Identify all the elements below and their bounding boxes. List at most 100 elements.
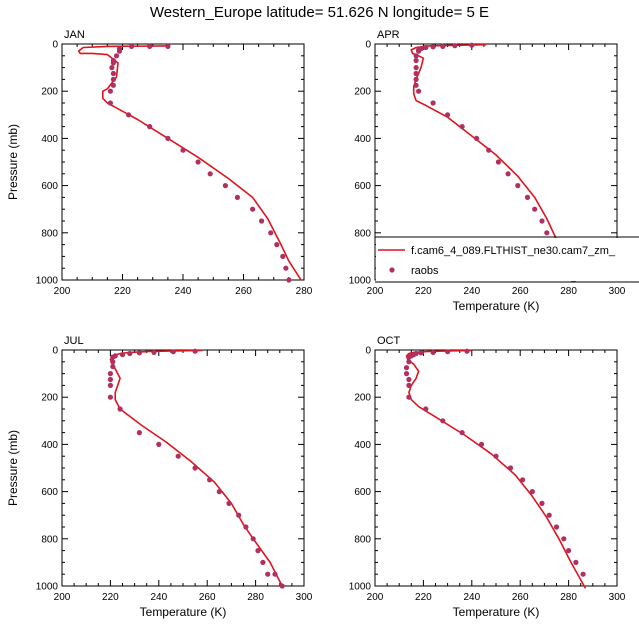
obs-point bbox=[452, 43, 458, 49]
obs-point bbox=[573, 559, 579, 566]
obs-point bbox=[416, 48, 422, 54]
obs-point bbox=[116, 48, 123, 54]
figure-title: Western_Europe latitude= 51.626 N longit… bbox=[150, 4, 489, 21]
obs-point bbox=[136, 350, 142, 356]
obs-point bbox=[192, 465, 198, 471]
obs-point bbox=[195, 159, 201, 165]
x-tick-label: 260 bbox=[235, 286, 252, 297]
x-tick-label: 200 bbox=[54, 592, 71, 603]
x-tick-label: 240 bbox=[463, 286, 480, 297]
obs-point bbox=[109, 65, 115, 71]
obs-point bbox=[495, 159, 501, 165]
x-tick-label: 220 bbox=[114, 286, 131, 297]
legend-model-label: f.cam6_4_089.FLTHIST_ne30.cam7_zm_ bbox=[411, 245, 616, 257]
y-tick-label: 800 bbox=[41, 228, 58, 239]
x-tick-label: 300 bbox=[609, 592, 626, 603]
model-line-jan bbox=[77, 45, 302, 281]
obs-point bbox=[180, 147, 186, 153]
obs-point bbox=[259, 218, 265, 224]
obs-point bbox=[107, 382, 113, 388]
obs-point bbox=[236, 512, 242, 518]
obs-point bbox=[418, 350, 424, 356]
model-line-apr bbox=[410, 43, 582, 281]
x-tick-label: 200 bbox=[54, 286, 71, 297]
panel-oct: OCT 200 220 240 260 280 300 0 200 400 600 800 1000 Te… bbox=[349, 335, 626, 619]
y-tick-label: 0 bbox=[52, 40, 58, 51]
obs-point bbox=[268, 230, 274, 236]
obs-point bbox=[532, 206, 538, 212]
x-tick-label: 280 bbox=[247, 592, 264, 603]
obs-point bbox=[430, 349, 436, 355]
obs-point bbox=[274, 242, 280, 248]
obs-point bbox=[416, 88, 422, 94]
obs-point bbox=[222, 183, 228, 189]
x-tick-label: 220 bbox=[415, 286, 432, 297]
legend-obs-marker bbox=[389, 267, 395, 273]
panel-label-apr: APR bbox=[377, 29, 400, 41]
legend-background bbox=[376, 238, 639, 281]
y-axis-label: Pressure (mb) bbox=[6, 430, 20, 506]
obs-point bbox=[207, 477, 213, 483]
y-tick-label: 600 bbox=[41, 181, 58, 192]
obs-point bbox=[539, 218, 545, 224]
obs-point bbox=[113, 53, 120, 59]
x-tick-label: 300 bbox=[296, 592, 313, 603]
obs-point bbox=[566, 548, 572, 554]
y-tick-label: 1000 bbox=[36, 276, 59, 287]
obs-point bbox=[423, 406, 429, 412]
obs-point bbox=[507, 465, 514, 471]
obs-point bbox=[119, 352, 126, 358]
obs-point bbox=[216, 489, 222, 495]
obs-point bbox=[474, 135, 480, 141]
obs-point bbox=[260, 559, 266, 566]
obs-point bbox=[147, 124, 153, 130]
obs-point bbox=[413, 76, 419, 82]
obs-point bbox=[151, 349, 157, 355]
obs-point bbox=[520, 477, 526, 483]
obs-point bbox=[469, 42, 475, 48]
legend-obs-label: raobs bbox=[411, 265, 439, 277]
panel-label-oct: OCT bbox=[377, 335, 401, 347]
x-tick-label: 260 bbox=[512, 286, 529, 297]
y-tick-label: 1000 bbox=[349, 276, 372, 287]
y-tick-label: 0 bbox=[52, 346, 58, 357]
obs-point bbox=[175, 453, 181, 459]
obs-point bbox=[265, 571, 271, 577]
y-tick-label: 200 bbox=[41, 393, 58, 404]
y-tick-label: 200 bbox=[354, 87, 371, 98]
obs-point bbox=[524, 194, 531, 200]
x-tick-label: 240 bbox=[463, 592, 480, 603]
obs-point bbox=[110, 70, 116, 77]
obs-point bbox=[136, 430, 142, 436]
obs-point bbox=[226, 500, 232, 506]
obs-point bbox=[243, 524, 249, 530]
obs-point bbox=[413, 65, 419, 71]
obs-point bbox=[107, 376, 113, 383]
panel-jan: JAN 200 220 240 260 280 0 200 400 600 800 1000 Press… bbox=[6, 29, 313, 297]
obs-point bbox=[207, 171, 213, 177]
obs-point bbox=[406, 382, 412, 388]
obs-point bbox=[250, 536, 256, 542]
x-tick-label: 220 bbox=[102, 592, 119, 603]
y-tick-label: 800 bbox=[41, 534, 58, 545]
obs-point bbox=[406, 376, 412, 383]
y-tick-label: 400 bbox=[41, 134, 58, 145]
obs-point bbox=[110, 354, 116, 360]
y-tick-label: 600 bbox=[354, 487, 371, 498]
obs-point bbox=[127, 350, 133, 357]
obs-point bbox=[107, 394, 113, 400]
y-tick-label: 600 bbox=[41, 487, 58, 498]
obs-point bbox=[110, 363, 116, 370]
x-tick-label: 220 bbox=[415, 592, 432, 603]
panel-jul: JUL 200 220 240 260 280 300 0 200 400 600 800 1000 Te… bbox=[6, 335, 313, 619]
obs-point bbox=[515, 183, 521, 189]
x-tick-label: 280 bbox=[560, 286, 577, 297]
obs-point bbox=[406, 394, 412, 400]
y-tick-label: 400 bbox=[354, 134, 371, 145]
obs-point bbox=[406, 354, 412, 360]
obs-point bbox=[440, 418, 446, 424]
plot-frame-jan bbox=[61, 43, 305, 281]
model-line-oct bbox=[405, 349, 587, 589]
obs-point bbox=[413, 53, 419, 59]
